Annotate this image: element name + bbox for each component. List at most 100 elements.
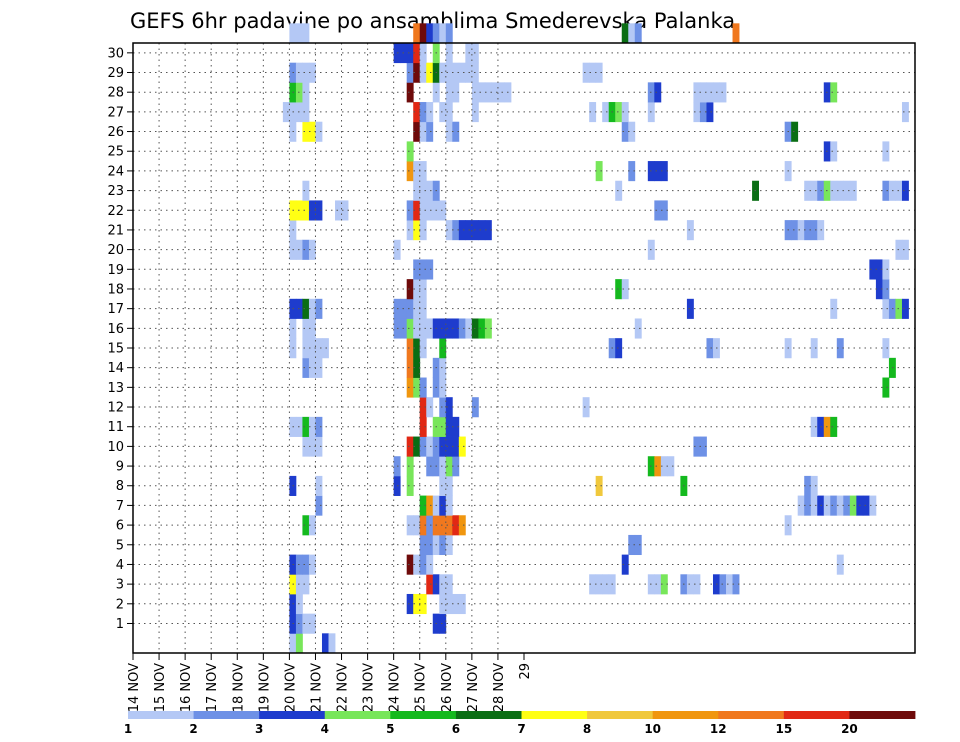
precip-cell (445, 82, 453, 103)
y-tick-label: 13 (107, 381, 124, 396)
precip-cell (406, 161, 414, 182)
precip-cell (830, 298, 838, 319)
precip-cell (302, 298, 310, 319)
precip-cell (901, 239, 909, 260)
precip-cell (406, 298, 414, 319)
precip-cell (419, 495, 427, 516)
precip-cell (660, 200, 668, 221)
precip-cell (439, 397, 447, 418)
precip-cell (419, 377, 427, 398)
precip-cell (406, 456, 414, 477)
x-tick-label: 17 NOV (205, 663, 220, 712)
precip-cell (595, 574, 603, 595)
precip-cell (595, 161, 603, 182)
precip-cell (439, 23, 447, 44)
y-tick-label: 5 (116, 538, 124, 553)
colorbar-label: 2 (189, 722, 197, 736)
precip-cell (406, 338, 414, 359)
precip-cell (484, 82, 492, 103)
precip-cell (445, 495, 453, 516)
precip-cell (582, 62, 590, 83)
precip-cell (445, 515, 453, 536)
y-tick-label: 16 (107, 322, 124, 337)
precip-cell (439, 456, 447, 477)
y-tick-label: 28 (107, 86, 124, 101)
precip-cell (406, 515, 414, 536)
precip-cell (484, 318, 492, 339)
precip-cell (302, 613, 310, 634)
y-tick-label: 27 (107, 105, 124, 120)
precip-cell (302, 102, 310, 123)
precip-cell (732, 574, 740, 595)
precip-cell (419, 161, 427, 182)
y-tick-label: 15 (107, 342, 124, 357)
precip-cell (804, 220, 812, 241)
precip-cell (426, 456, 434, 477)
precip-cell (582, 397, 590, 418)
precip-cell (843, 495, 851, 516)
precip-cell (302, 436, 310, 457)
precip-cell (413, 23, 421, 44)
y-tick-label: 25 (107, 145, 124, 160)
y-tick-label: 6 (116, 519, 124, 534)
precip-cell (419, 298, 427, 319)
precip-cell (830, 141, 838, 162)
precip-cell (413, 318, 421, 339)
precip-cell (426, 574, 434, 595)
precip-cell (478, 318, 486, 339)
colorbar-label: 10 (644, 722, 661, 736)
precip-cell (308, 554, 316, 575)
precip-cell (308, 416, 316, 437)
precip-cell (445, 62, 453, 83)
precip-cell (419, 62, 427, 83)
colorbar-swatch (718, 711, 785, 719)
precip-cell (693, 82, 701, 103)
precip-cell (302, 357, 310, 378)
precip-cell (439, 200, 447, 221)
precip-cell (321, 338, 329, 359)
precip-cell (628, 161, 636, 182)
precip-cell (478, 220, 486, 241)
precip-cell (726, 574, 733, 595)
precip-cell (302, 554, 310, 575)
precip-cell (413, 377, 421, 398)
precip-cell (308, 515, 316, 536)
precip-cell (406, 43, 414, 64)
precip-cell (426, 200, 434, 221)
precip-cell (439, 593, 447, 615)
precip-cell (615, 279, 623, 300)
colorbar-swatch (324, 711, 391, 719)
precip-cell (875, 259, 883, 280)
precip-cell (308, 239, 316, 260)
x-tick-label: 21 NOV (309, 663, 324, 712)
precip-cell (413, 279, 421, 300)
precip-cell (439, 416, 447, 437)
precip-cell (315, 495, 323, 516)
precip-cell (445, 43, 453, 64)
precip-cell (426, 62, 434, 83)
precip-cell (335, 200, 342, 221)
colorbar-swatch (259, 711, 326, 719)
precip-cell (295, 23, 303, 44)
precip-cell (862, 495, 870, 516)
y-tick-label: 29 (107, 66, 124, 81)
precip-cell (328, 633, 336, 654)
y-tick-label: 2 (116, 597, 124, 612)
precip-cell (426, 436, 434, 457)
precip-cell (308, 298, 316, 319)
precip-cell (406, 554, 414, 575)
precip-cell (419, 200, 427, 221)
x-tick-label: 19 NOV (257, 663, 272, 712)
precip-cell (315, 475, 323, 496)
y-tick-label: 8 (116, 479, 124, 494)
precip-cell (413, 593, 421, 615)
colorbar-swatch (783, 711, 850, 719)
precip-cell (621, 554, 629, 575)
precip-cell (875, 279, 883, 300)
precip-cell (419, 279, 427, 300)
precip-cell (406, 62, 414, 83)
x-tick-label: 14 NOV (127, 663, 142, 712)
precip-cell (445, 121, 453, 142)
precip-cell (439, 613, 447, 634)
precip-cell (836, 495, 844, 516)
